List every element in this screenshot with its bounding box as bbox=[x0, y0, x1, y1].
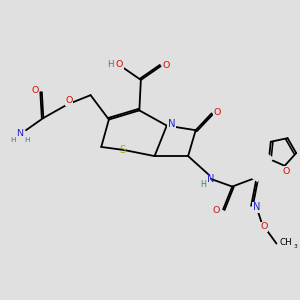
Text: CH: CH bbox=[279, 238, 292, 247]
Text: O: O bbox=[283, 167, 290, 176]
Text: O: O bbox=[66, 96, 73, 105]
Text: O: O bbox=[214, 108, 221, 117]
Text: H: H bbox=[25, 137, 30, 143]
Text: O: O bbox=[261, 222, 268, 231]
Text: O: O bbox=[32, 86, 39, 95]
Text: O: O bbox=[213, 206, 220, 215]
Text: N: N bbox=[253, 202, 260, 212]
Text: H: H bbox=[107, 60, 114, 69]
Text: N: N bbox=[207, 174, 214, 184]
Text: O: O bbox=[116, 60, 123, 69]
Text: O: O bbox=[163, 61, 170, 70]
Text: S: S bbox=[119, 145, 126, 155]
Text: 3: 3 bbox=[293, 244, 297, 249]
Text: H: H bbox=[200, 180, 206, 189]
Text: N: N bbox=[167, 119, 175, 129]
Text: H: H bbox=[10, 137, 16, 143]
Text: N: N bbox=[16, 129, 23, 138]
